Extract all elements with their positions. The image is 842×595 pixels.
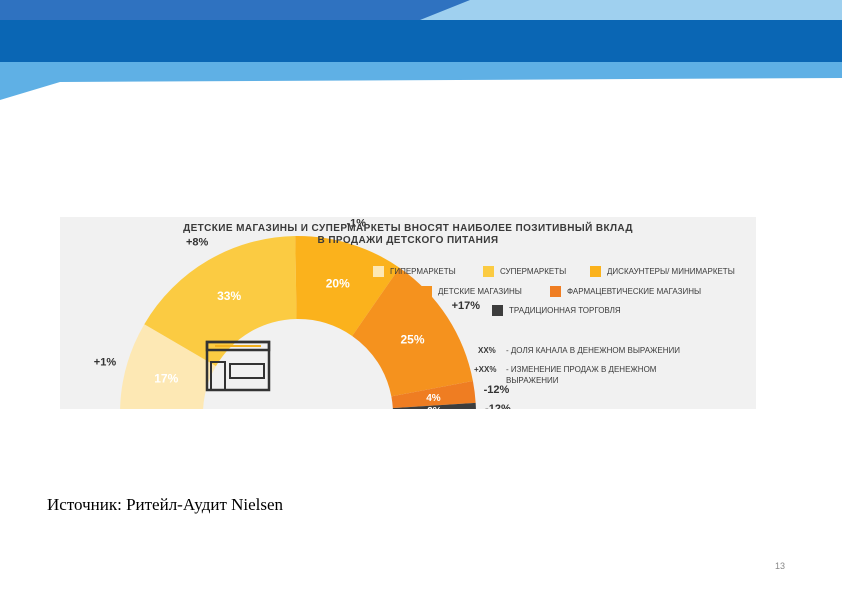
key-change-text-2: ВЫРАЖЕНИИ <box>506 376 559 385</box>
chart-panel: 17% +1% 33% +8% 20% -1% 25% +17% 4% -12% 2% -12% ДЕ… <box>60 217 756 409</box>
slice-share-label: 17% <box>154 371 178 385</box>
chart-graphic: 17% +1% 33% +8% 20% -1% 25% +17% 4% -12% 2% -12% <box>94 218 511 409</box>
legend-label: ФАРМАЦЕВТИЧЕСКИЕ МАГАЗИНЫ <box>567 287 702 296</box>
legend-label: ТРАДИЦИОННАЯ ТОРГОВЛЯ <box>509 306 621 315</box>
legend-swatch <box>550 286 561 297</box>
slice-share-label: 25% <box>401 333 425 347</box>
pie-slice <box>352 267 473 397</box>
legend-label: ДИСКАУНТЕРЫ/ МИНИМАРКЕТЫ <box>607 267 735 276</box>
legend-item-kids-stores: ДЕТСКИЕ МАГАЗИНЫ <box>421 286 522 298</box>
key-share-text: - ДОЛЯ КАНАЛА В ДЕНЕЖНОМ ВЫРАЖЕНИИ <box>506 346 681 355</box>
legend-item-hypermarkets: ГИПЕРМАРКЕТЫ <box>373 266 456 278</box>
chart-title-line-2: В ПРОДАЖИ ДЕТСКОГО ПИТАНИЯ <box>317 235 499 246</box>
slice-share-label: 2% <box>427 406 442 409</box>
slice-change-label: -1% <box>346 218 366 230</box>
key-share: XX% - ДОЛЯ КАНАЛА В ДЕНЕЖНОМ ВЫРАЖЕНИИ <box>478 345 680 356</box>
legend-swatch <box>421 286 432 297</box>
key-change: +XX% - ИЗМЕНЕНИЕ ПРОДАЖ В ДЕНЕЖНОМ <box>474 364 656 375</box>
pie-slice <box>295 236 400 336</box>
key-change-cont: ВЫРАЖЕНИИ <box>506 375 559 386</box>
slice-share-label: 20% <box>326 276 350 290</box>
chart-title: ДЕТСКИЕ МАГАЗИНЫ И СУПЕРМАРКЕТЫ ВНОСЯТ Н… <box>60 223 756 247</box>
slice-share-label: 33% <box>217 289 241 303</box>
legend-swatch <box>483 266 494 277</box>
slice-change-label: -12% <box>484 384 510 396</box>
legend-swatch <box>373 266 384 277</box>
header-top-stripe-dark <box>0 0 470 20</box>
chart-title-line-1: ДЕТСКИЕ МАГАЗИНЫ И СУПЕРМАРКЕТЫ ВНОСЯТ Н… <box>183 223 633 234</box>
legend-label: ДЕТСКИЕ МАГАЗИНЫ <box>438 287 522 296</box>
pie-slice <box>144 236 297 367</box>
key-share-symbol: XX% <box>478 346 496 355</box>
legend-label: СУПЕРМАРКЕТЫ <box>500 267 567 276</box>
slice-change-label: +8% <box>186 236 209 248</box>
slice-change-label: -12% <box>485 403 511 409</box>
legend-item-supermarkets: СУПЕРМАРКЕТЫ <box>483 266 566 278</box>
legend-swatch <box>590 266 601 277</box>
slice-change-label: +17% <box>452 300 481 312</box>
store-icon <box>205 340 271 392</box>
legend-item-pharmacies: ФАРМАЦЕВТИЧЕСКИЕ МАГАЗИНЫ <box>550 286 701 298</box>
pie-slice <box>391 380 476 409</box>
slice-share-label: 4% <box>426 393 441 404</box>
key-change-symbol: +XX% <box>474 365 497 374</box>
header-main-band <box>0 20 842 62</box>
legend-item-traditional-trade: ТРАДИЦИОННАЯ ТОРГОВЛЯ <box>492 305 621 317</box>
header-bottom-wave <box>0 62 842 100</box>
slice-change-label: +1% <box>94 357 117 369</box>
key-change-text: - ИЗМЕНЕНИЕ ПРОДАЖ В ДЕНЕЖНОМ <box>506 365 657 374</box>
legend-item-discounters: ДИСКАУНТЕРЫ/ МИНИМАРКЕТЫ <box>590 266 735 278</box>
page-number: 13 <box>775 561 786 571</box>
pie-slice <box>120 324 216 409</box>
source-note: Источник: Ритейл-Аудит Nielsen <box>47 495 284 514</box>
legend-label: ГИПЕРМАРКЕТЫ <box>390 267 456 276</box>
slide-header-banner <box>0 0 842 100</box>
pie-slice <box>392 402 476 409</box>
legend-swatch <box>492 305 503 316</box>
